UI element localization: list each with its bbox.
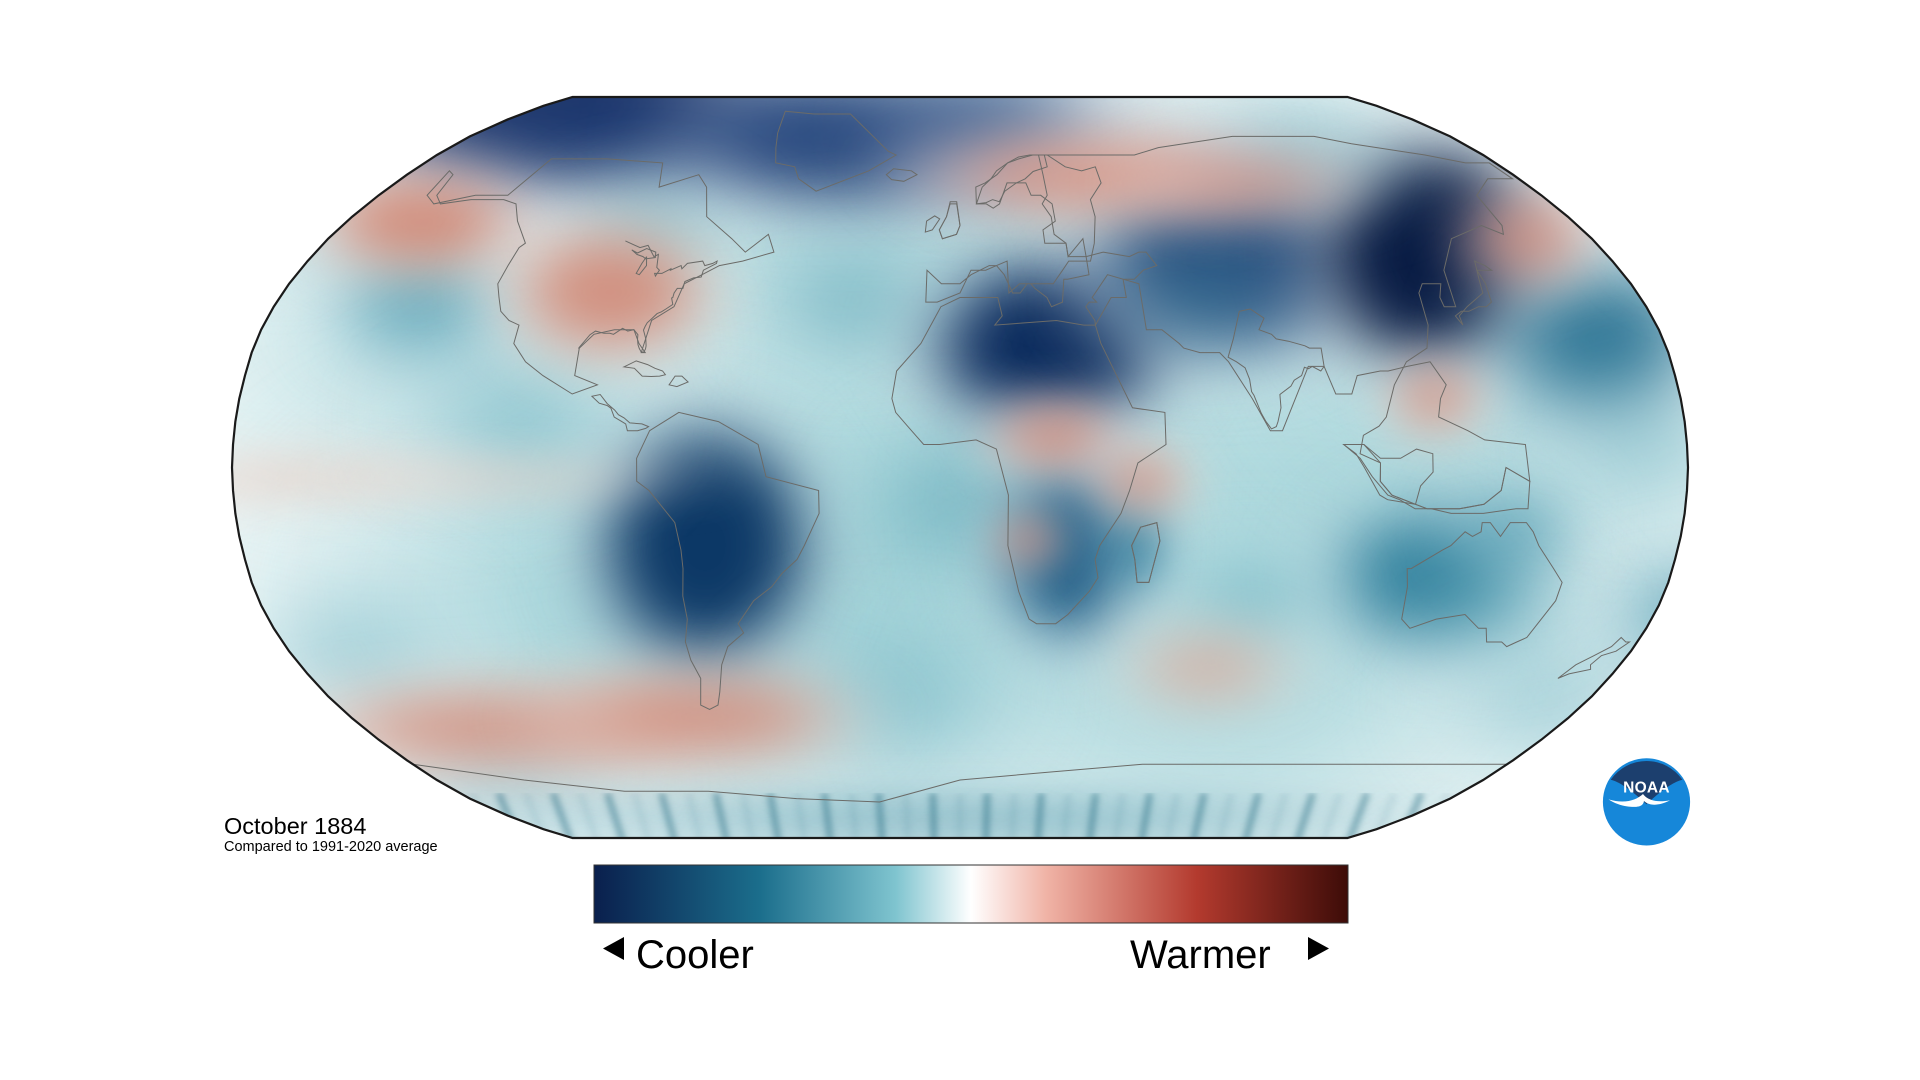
svg-text:Compared to 1991-2020 average: Compared to 1991-2020 average bbox=[224, 839, 438, 855]
svg-text:Cooler: Cooler bbox=[636, 933, 754, 977]
svg-text:October 1884: October 1884 bbox=[224, 813, 366, 839]
svg-text:NOAA: NOAA bbox=[1623, 779, 1670, 796]
svg-text:Warmer: Warmer bbox=[1130, 933, 1271, 977]
